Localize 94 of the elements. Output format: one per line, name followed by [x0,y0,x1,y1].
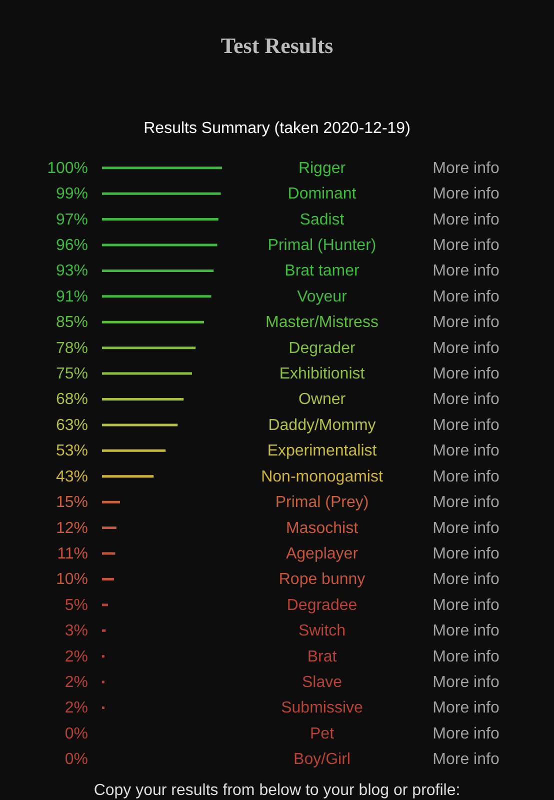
text: More info [432,751,500,768]
text: More info [432,340,500,357]
data-label: 53% [56,442,88,460]
bar [102,604,108,606]
data-label: 10% [56,571,88,588]
text: Results Summary (taken 2020-12-19) [144,120,410,137]
y-tick-label: Degradee [286,596,358,614]
y-tick-label: Rope bunny [278,571,366,588]
data-label: 2% [64,674,88,692]
data-label: 99% [56,186,88,203]
y-tick-label: Master/Mistress [266,314,378,332]
bar [102,295,212,298]
bar [102,449,166,452]
data-label: 11% [57,545,88,562]
bar [102,244,218,246]
y-tick-label: Brat [307,648,338,666]
data-label: 0% [64,751,88,768]
text: More info [432,725,500,742]
y-tick-label: Daddy/Mommy [268,416,376,434]
bar [102,552,116,555]
text: More info [432,545,500,562]
y-tick-label: Brat tamer [284,262,360,280]
data-label: 78% [56,340,88,357]
bar [102,424,178,426]
bar [102,578,114,580]
y-tick-label: Owner [298,391,346,408]
bar [102,526,116,530]
y-tick-label: Masochist [286,520,359,537]
data-label: 2% [64,700,88,717]
text: More info [432,314,500,332]
y-tick-label: Sadist [300,211,345,228]
data-label: 0% [64,725,88,742]
bar [102,475,154,478]
bar [102,372,192,375]
bar [102,192,221,195]
y-tick-label: Experimentalist [267,442,378,460]
bar [102,218,218,221]
text: More info [432,186,500,203]
data-label: 63% [56,416,88,434]
y-tick-label: Switch [298,622,346,640]
data-label: 12% [56,520,88,537]
data-label: 68% [56,391,88,408]
bar [102,346,196,350]
text: More info [432,700,500,717]
data-label: 5% [64,596,88,614]
bar [102,629,106,632]
text: More info [432,596,500,614]
text: More info [432,366,500,383]
y-tick-label: Boy/Girl [294,751,350,768]
text: More info [432,571,500,588]
y-tick-label: Pet [310,725,335,742]
y-tick-label: Primal (Hunter) [268,236,376,254]
data-label: 43% [56,468,88,486]
bar [102,500,120,504]
text: More info [432,648,500,666]
data-label: 100% [47,160,88,177]
y-tick-label: Ageplayer [286,545,359,562]
y-tick-label: Slave [302,674,342,692]
y-tick-label: Non-monogamist [261,468,384,486]
bar [102,166,222,170]
data-label: 3% [64,622,88,640]
text: More info [432,211,500,228]
y-tick-label: Dominant [288,186,357,203]
text: More info [432,391,500,408]
text: More info [432,442,500,460]
y-tick-label: Exhibitionist [279,366,366,383]
bar [102,269,214,272]
text: Test Results [220,33,334,58]
data-label: 96% [56,236,88,254]
text: More info [432,622,500,640]
text: More info [432,288,500,306]
text: Copy your results from below to your blog or profile: [94,782,460,799]
y-tick-label: Primal (Prey) [275,494,369,512]
data-label: 91% [56,288,88,306]
text: More info [432,520,500,537]
text: More info [432,494,500,512]
text: More info [432,674,500,692]
text: More info [432,160,500,177]
data-label: 85% [56,314,88,332]
bar [102,398,184,400]
text: More info [432,416,500,434]
y-tick-label: Degrader [288,340,356,357]
bar [102,320,204,324]
data-label: 97% [56,211,88,228]
data-label: 75% [56,366,88,383]
data-label: 2% [64,648,88,666]
text: More info [432,468,500,486]
text: More info [432,262,500,280]
data-label: 93% [56,262,88,280]
y-tick-label: Rigger [298,160,346,177]
y-tick-label: Voyeur [297,288,348,306]
data-label: 15% [56,494,88,512]
text: More info [432,236,500,254]
y-tick-label: Submissive [281,700,363,717]
